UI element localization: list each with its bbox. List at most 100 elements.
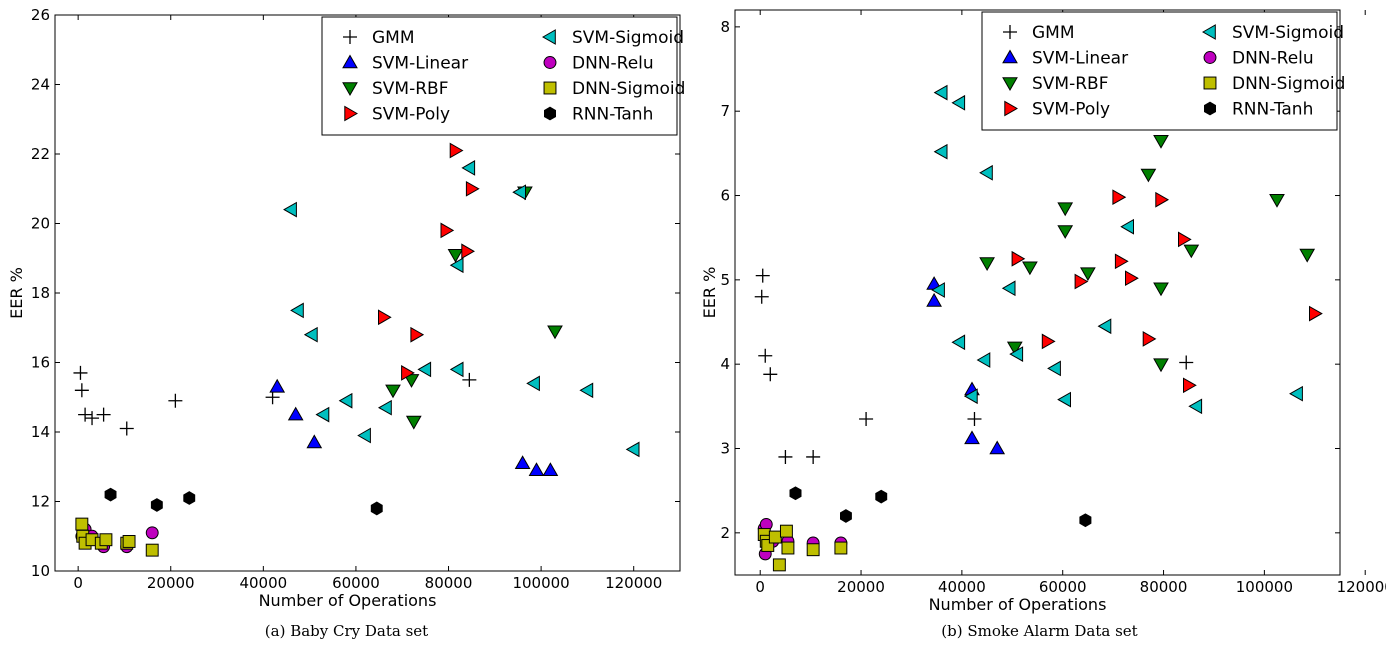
- data-point: [1183, 377, 1197, 394]
- data-point: [840, 509, 852, 523]
- legend-label: SVM-Linear: [1032, 49, 1128, 69]
- data-point: [385, 384, 401, 399]
- legend-marker: [543, 56, 557, 69]
- data-point: [417, 361, 432, 378]
- data-point: [122, 535, 136, 548]
- data-point: [145, 543, 159, 557]
- data-point: [1142, 331, 1157, 347]
- data-point: [1289, 385, 1303, 402]
- data-point: [933, 84, 948, 101]
- legend-label: SVM-Sigmoid: [572, 28, 684, 48]
- x-tick-label: 20000: [837, 578, 885, 596]
- data-point: [1114, 253, 1129, 270]
- data-point: [1047, 360, 1061, 377]
- data-point: [1097, 318, 1112, 335]
- data-point: [1178, 231, 1192, 248]
- data-point: [989, 440, 1006, 455]
- data-point: [931, 282, 945, 298]
- data-point: [1269, 194, 1285, 208]
- y-tick-label: 7: [720, 102, 730, 120]
- legend-marker: [1201, 24, 1216, 40]
- data-point: [1001, 280, 1016, 297]
- data-point: [1155, 191, 1170, 208]
- data-point: [579, 382, 594, 399]
- y-tick-label: 12: [31, 493, 50, 511]
- data-point: [85, 411, 100, 426]
- data-point: [1011, 250, 1026, 267]
- data-point: [150, 498, 163, 512]
- scatter-chart-a: 0 20000 40000 60000 80000 100000 120000 10 12 14 1…: [7, 6, 685, 610]
- x-tick-label: 80000: [1140, 578, 1188, 596]
- data-point: [283, 201, 297, 218]
- data-point: [951, 334, 966, 351]
- x-tick-label: 40000: [239, 574, 287, 592]
- legend-label: SVM-RBF: [1032, 74, 1108, 94]
- legend-marker: [342, 82, 358, 97]
- data-point: [440, 222, 455, 239]
- x-tick-label: 40000: [938, 578, 986, 596]
- data-point: [145, 526, 159, 540]
- data-point: [1009, 346, 1024, 362]
- data-point: [1183, 244, 1200, 259]
- data-point: [806, 543, 820, 557]
- y-tick-label: 18: [31, 284, 50, 302]
- data-point: [933, 143, 948, 160]
- legend-label: RNN-Tanh: [1232, 100, 1313, 120]
- data-point: [405, 415, 422, 430]
- data-point: [1125, 270, 1139, 287]
- y-tick-label: 2: [720, 524, 730, 542]
- data-point: [806, 449, 821, 464]
- data-point: [761, 539, 775, 552]
- data-point: [976, 352, 991, 368]
- data-point: [1057, 391, 1071, 408]
- legend-label: DNN-Relu: [572, 54, 654, 74]
- legend-marker: [342, 54, 358, 69]
- legend-marker: [543, 81, 557, 95]
- legend-marker: [1203, 76, 1217, 90]
- data-point: [96, 407, 111, 422]
- y-tick-label: 24: [31, 76, 50, 94]
- data-point: [1140, 168, 1157, 183]
- legend-marker: [1003, 25, 1017, 39]
- data-point: [967, 411, 982, 426]
- data-point: [834, 541, 848, 555]
- data-point: [964, 430, 980, 445]
- data-point: [763, 367, 778, 382]
- data-points: [73, 142, 640, 557]
- caption-b: (b) Smoke Alarm Data set: [941, 622, 1138, 640]
- y-tick-label: 6: [720, 187, 730, 205]
- legend-label: DNN-Sigmoid: [572, 79, 685, 99]
- data-point: [528, 462, 545, 476]
- data-point: [1179, 355, 1194, 370]
- data-point: [1153, 358, 1169, 373]
- legend-marker: [1002, 77, 1018, 92]
- caption-a: (a) Baby Cry Data set: [264, 622, 429, 640]
- y-tick-label: 16: [31, 354, 50, 372]
- x-tick-label: 100000: [1236, 578, 1293, 596]
- data-point: [1079, 513, 1092, 528]
- data-point: [1112, 189, 1127, 206]
- data-point: [357, 427, 371, 444]
- legend-label: SVM-Poly: [1032, 100, 1110, 120]
- data-point: [1057, 202, 1074, 217]
- data-point: [547, 325, 563, 340]
- legend-marker: [1203, 51, 1217, 64]
- data-point: [875, 489, 888, 504]
- legend-marker: [344, 105, 359, 122]
- data-point: [512, 184, 526, 201]
- legend-label: SVM-RBF: [372, 79, 448, 99]
- x-tick-label: 80000: [425, 574, 473, 592]
- data-point: [1120, 218, 1134, 235]
- x-tick-label: 120000: [605, 574, 662, 592]
- data-point: [1153, 135, 1169, 149]
- data-point: [168, 393, 183, 408]
- data-point: [303, 326, 318, 343]
- chart-panel-a: 0 20000 40000 60000 80000 100000 120000 10 12 14 1…: [7, 6, 685, 640]
- data-point: [979, 164, 993, 181]
- data-point: [461, 243, 476, 260]
- y-tick-label: 3: [720, 440, 730, 458]
- legend-label: SVM-Sigmoid: [1232, 23, 1344, 43]
- data-point: [465, 180, 480, 197]
- data-point: [1309, 305, 1323, 322]
- data-point: [781, 541, 795, 555]
